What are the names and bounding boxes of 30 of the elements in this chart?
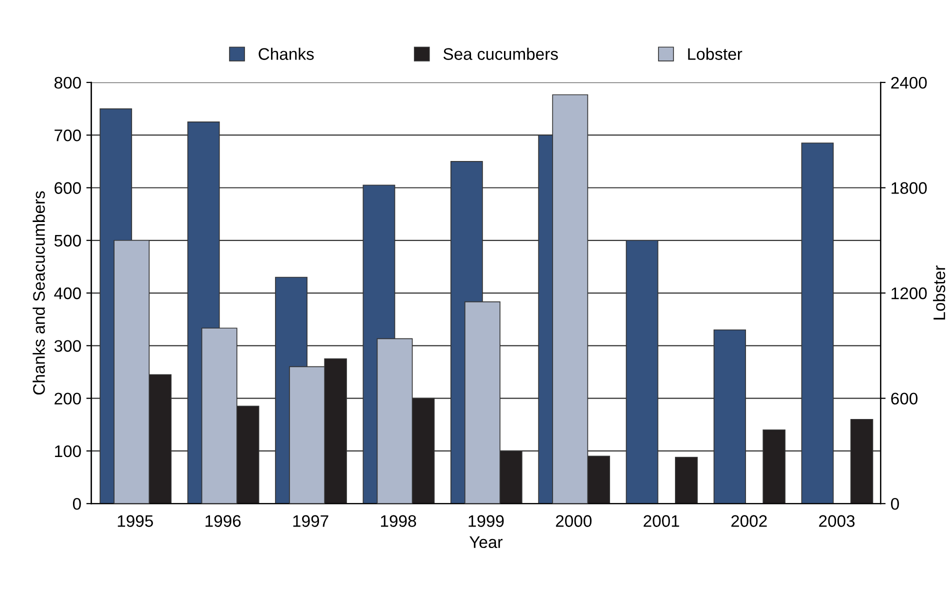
y2-tick-label: 1800	[892, 182, 927, 194]
y-tick-label: 0	[72, 498, 81, 510]
y-tick-label: 300	[54, 340, 81, 352]
legend-label: Chanks	[258, 48, 314, 60]
legend-label: Lobster	[688, 48, 742, 60]
x-tick-label: 1998	[380, 515, 416, 527]
y2-tick-label: 0	[891, 498, 899, 510]
x-axis-title: Year	[469, 536, 503, 548]
y2-tick-label: 2400	[891, 76, 927, 89]
x-tick-label: 2001	[644, 515, 680, 527]
y-tick-label: 600	[54, 182, 81, 194]
legend-label: Sea cucumbers	[443, 48, 558, 60]
x-tick-label: 2003	[819, 515, 855, 527]
x-tick-label: 1995	[118, 515, 153, 527]
y-tick-label: 800	[54, 76, 81, 89]
y2-tick-label: 600	[891, 392, 918, 405]
x-tick-label: 1999	[468, 515, 504, 527]
x-tick-label: 1997	[293, 515, 328, 527]
x-tick-label: 1996	[206, 515, 241, 527]
y-tick-label: 400	[54, 287, 81, 300]
x-tick-label: 2002	[731, 515, 767, 527]
y-tick-label: 500	[54, 234, 81, 247]
y-tick-label: 100	[55, 445, 81, 458]
y2-axis-title: Lobster	[932, 266, 946, 320]
bar	[674, 456, 698, 504]
x-tick-label: 2000	[556, 515, 592, 527]
y-tick-label: 700	[54, 130, 81, 142]
y-axis-title: Chanks and Seacucumbers	[32, 191, 45, 395]
y2-tick-label: 1200	[892, 287, 927, 300]
y-tick-label: 200	[54, 392, 81, 405]
